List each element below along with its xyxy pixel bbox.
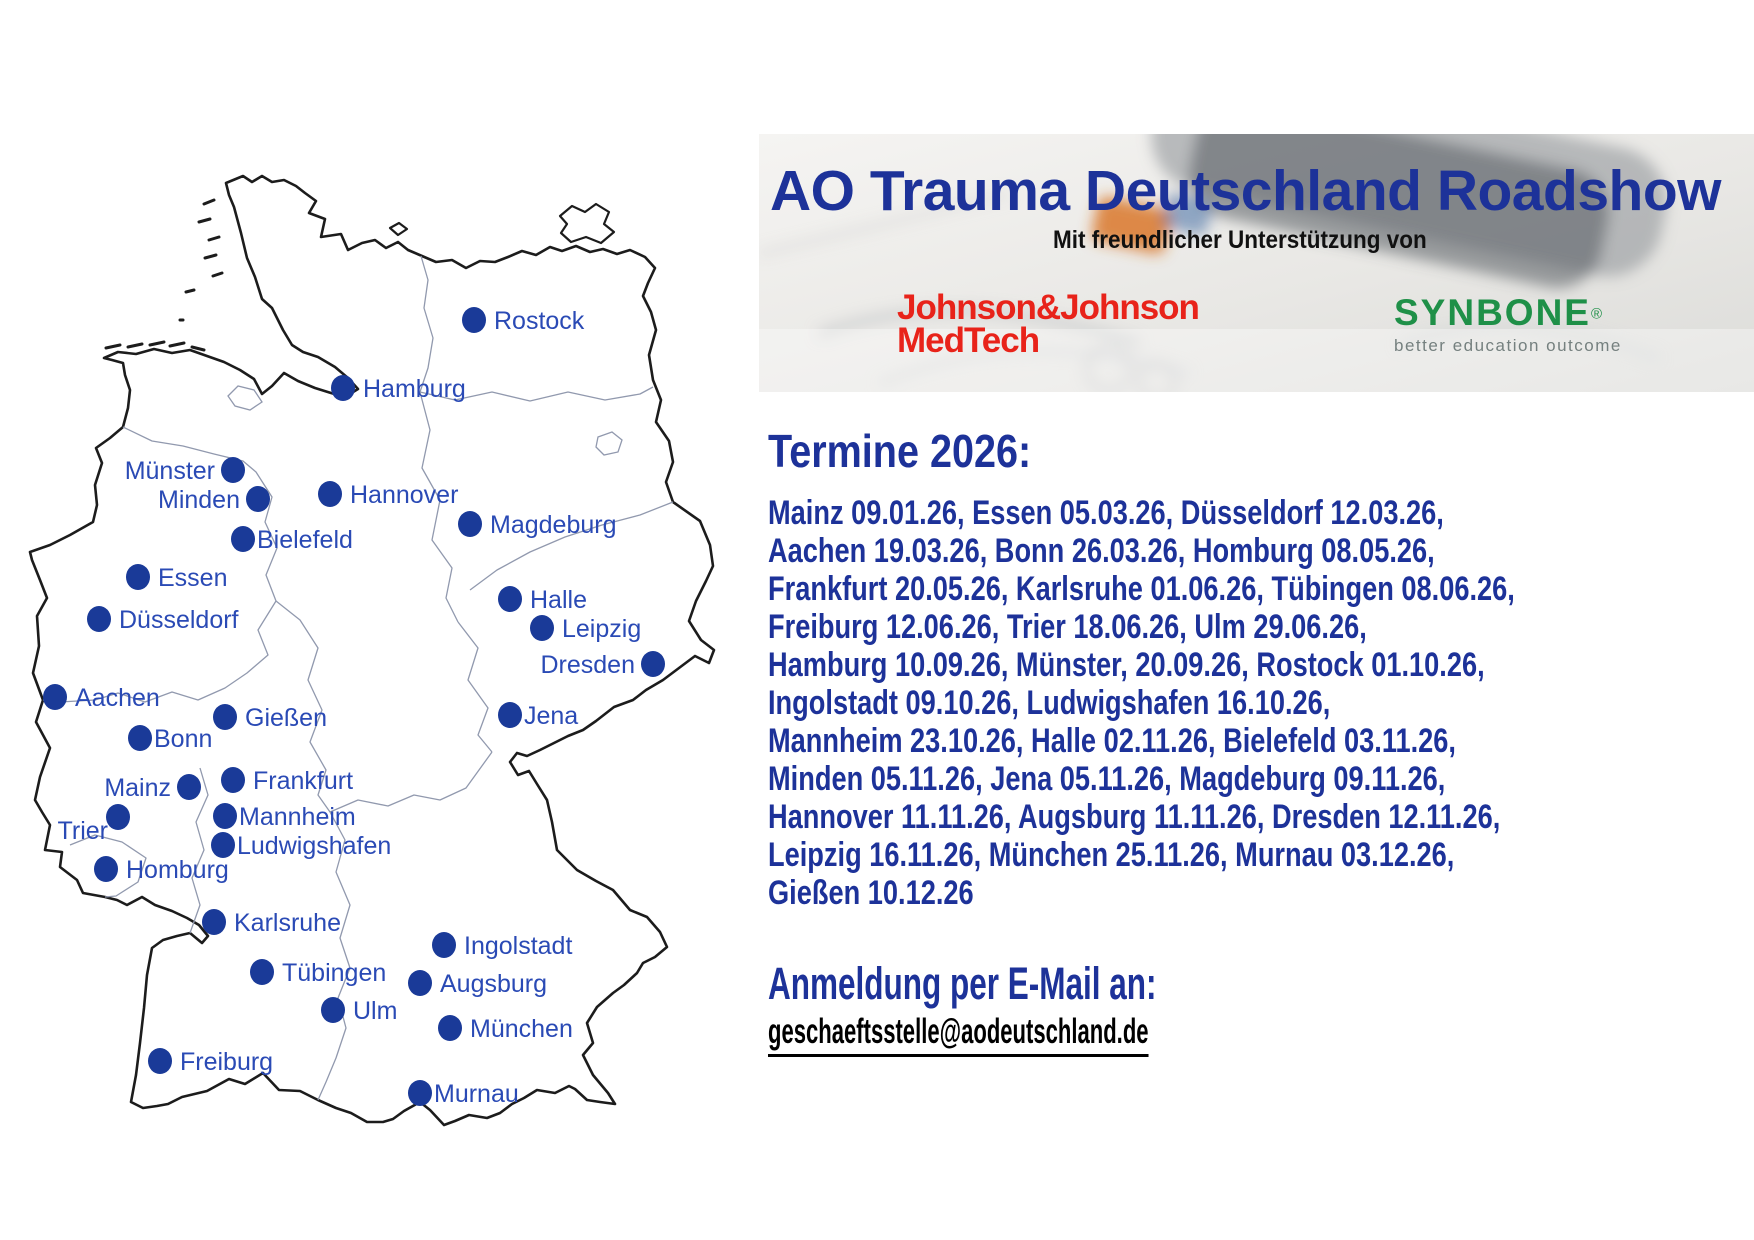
schedule-line: Gießen 10.12.26 [768,874,974,912]
city-dot [221,457,245,483]
city-dot [231,526,255,552]
city-label: Karlsruhe [234,909,341,937]
schedule-lines: Mainz 09.01.26, Essen 05.03.26, Düsseldo… [768,494,1702,912]
city-label: Hamburg [363,375,466,403]
city-dot [221,767,245,793]
schedule-line: Leipzig 16.11.26, München 25.11.26, Murn… [768,836,1455,874]
city-label: Mannheim [239,803,356,831]
city-label: Aachen [75,684,160,712]
city-dot [438,1015,462,1041]
city-dot [318,481,342,507]
schedule-line: Frankfurt 20.05.26, Karlsruhe 01.06.26, … [768,570,1515,608]
city-dot [458,511,482,537]
city-dot [530,615,554,641]
city-dot [498,702,522,728]
synbone-tagline: better education outcome [1394,336,1622,355]
schedule-line: Freiburg 12.06.26, Trier 18.06.26, Ulm 2… [768,608,1367,646]
city-dot [126,564,150,590]
ruegen-island-outline [558,202,616,245]
fehmarn-island-outline [388,221,409,237]
registered-trademark-icon: ® [1590,305,1603,323]
city-label: Hannover [350,481,458,509]
city-label: Homburg [126,856,229,884]
city-dot [213,704,237,730]
banner-photo-background [759,134,1754,392]
city-label: Magdeburg [490,511,616,539]
city-label: Bonn [154,725,212,753]
registration-heading: Anmeldung per E-Mail an: [768,958,1157,1009]
city-dot [246,486,270,512]
city-dot [211,832,235,858]
city-label: Murnau [434,1080,519,1108]
frisian-islands [104,198,224,352]
city-dot [321,997,345,1023]
city-dot [94,856,118,882]
schedule-heading: Termine 2026: [768,425,1032,477]
city-dot [408,1080,432,1106]
state-borders [42,255,674,1101]
city-dot [177,774,201,800]
city-label: Halle [530,586,587,614]
city-label: Augsburg [440,970,547,998]
berlin-enclave [595,431,623,456]
city-label: Ingolstadt [464,932,572,960]
city-label: Gießen [245,704,327,732]
schedule-line: Mainz 09.01.26, Essen 05.03.26, Düsseldo… [768,494,1444,532]
johnson-and-johnson-logo: Johnson&Johnson MedTech [897,288,1200,360]
city-label: München [470,1015,573,1043]
city-dot [128,725,152,751]
schedule-line: Hamburg 10.09.26, Münster, 20.09.26, Ros… [768,646,1485,684]
registration-email-link[interactable]: geschaeftsstelle@aodeutschland.de [768,1012,1149,1057]
city-dot [432,932,456,958]
city-label: Trier [58,817,108,845]
city-label: Bielefeld [257,526,353,554]
city-label: Frankfurt [253,767,353,795]
city-label: Mainz [104,774,171,802]
city-label: Essen [158,564,227,592]
schedule-line: Hannover 11.11.26, Augsburg 11.11.26, Dr… [768,798,1501,836]
header-banner: AO Trauma Deutschland Roadshow Mit freun… [759,134,1754,392]
jnj-wordmark: Johnson&Johnson [897,288,1200,327]
city-label: Tübingen [282,959,386,987]
city-dot [250,959,274,985]
schedule-line: Ingolstadt 09.10.26, Ludwigshafen 16.10.… [768,684,1331,722]
city-label: Ludwigshafen [237,832,391,860]
banner-title: AO Trauma Deutschland Roadshow [770,159,1722,223]
city-label: Rostock [494,307,585,335]
city-dot [498,586,522,612]
city-dot [43,684,67,710]
schedule-line: Minden 05.11.26, Jena 05.11.26, Magdebur… [768,760,1446,798]
jnj-medtech-wordmark: MedTech [897,321,1040,360]
city-label: Jena [524,702,578,730]
schedule-line: Mannheim 23.10.26, Halle 02.11.26, Biele… [768,722,1456,760]
bremen-enclave [227,385,263,411]
city-dot [213,803,237,829]
banner-subtitle: Mit freundlicher Unterstützung von [1053,226,1427,254]
city-label: Leipzig [562,615,641,643]
city-dot [462,307,486,333]
city-label: Ulm [353,997,397,1025]
synbone-logo: SYNBONE® better education outcome [1394,292,1622,356]
germany-outline [28,174,716,1127]
synbone-wordmark: SYNBONE [1394,292,1591,333]
city-dot [202,909,226,935]
city-dot [148,1048,172,1074]
city-dot [106,804,130,830]
instruments-photo-shapes [759,134,1667,392]
city-dot [408,970,432,996]
city-dot [87,606,111,632]
city-dot [641,651,665,677]
city-label: Dresden [541,651,636,679]
city-label: Minden [158,486,240,514]
city-label: Münster [125,457,215,485]
schedule-line: Aachen 19.03.26, Bonn 26.03.26, Homburg … [768,532,1435,570]
city-label: Freiburg [180,1048,273,1076]
city-dot [331,375,355,401]
city-label: Düsseldorf [119,606,239,634]
